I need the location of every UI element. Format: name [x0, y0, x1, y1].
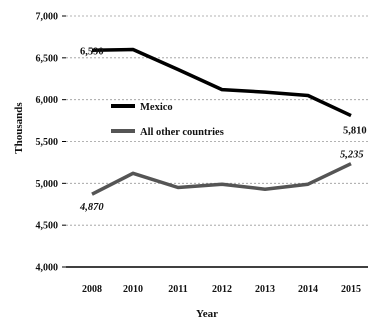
data-label: 6,590 [80, 46, 104, 57]
y-axis-ticks: 4,000 4,500 5,000 5,500 6,000 6,500 7,000 [36, 12, 66, 274]
data-label: 5,235 [340, 150, 364, 161]
series-line-mexico [91, 47, 352, 118]
y-tick-label: 5,000 [36, 179, 59, 190]
data-labels: 6,590 5,810 4,870 5,235 [79, 46, 367, 213]
x-tick-label: 2008 [82, 284, 102, 295]
x-tick-label: 2010 [123, 284, 143, 295]
y-tick-label: 7,000 [36, 12, 59, 23]
legend: Mexico All other countries [111, 102, 224, 138]
gridlines [66, 15, 368, 226]
x-tick-label: 2011 [168, 284, 187, 295]
x-axis-title: Year [196, 308, 218, 320]
x-tick-label: 2015 [341, 284, 361, 295]
data-label: 4,870 [79, 202, 104, 213]
y-tick-label: 6,500 [36, 53, 59, 64]
y-axis-title: Thousands [13, 102, 25, 154]
y-tick-label: 4,500 [36, 221, 59, 232]
data-label: 5,810 [343, 126, 367, 137]
series-lines [91, 47, 352, 196]
x-axis-ticks: 2008 2010 2011 2012 2013 2014 2015 [82, 284, 361, 295]
series-line-all-other-countries [91, 162, 352, 196]
y-tick-label: 6,000 [36, 95, 59, 106]
y-tick-label: 4,000 [36, 263, 59, 274]
legend-label: All other countries [140, 127, 224, 138]
x-tick-label: 2014 [298, 284, 318, 295]
x-tick-label: 2012 [212, 284, 232, 295]
legend-label: Mexico [140, 102, 173, 113]
x-tick-label: 2013 [255, 284, 275, 295]
y-tick-label: 5,500 [36, 137, 59, 148]
